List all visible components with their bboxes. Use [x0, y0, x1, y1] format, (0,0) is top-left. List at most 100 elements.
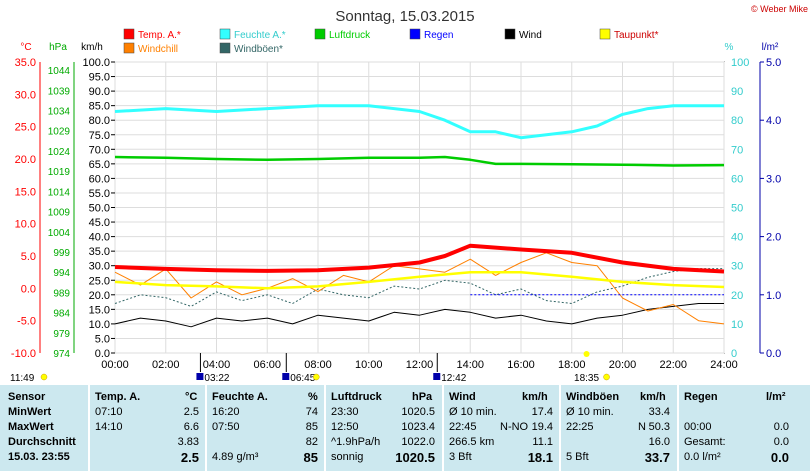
cell-rain-time: 00:00: [684, 421, 712, 433]
x-tick-label: 22:00: [659, 359, 687, 371]
wind-tick-label: 5.0: [95, 333, 110, 345]
legend-label: Regen: [424, 30, 453, 41]
cell-rain-time: Gesamt:: [684, 436, 726, 448]
wind-tick-label: 95.0: [89, 72, 110, 84]
x-tick-label: 04:00: [203, 359, 231, 371]
legend-swatch: [219, 42, 231, 54]
x-tick-label: 06:00: [253, 359, 281, 371]
moon-time-label: 12:42: [441, 373, 466, 384]
header-humidity-unit: %: [308, 391, 318, 403]
cell-press-time: 23:30: [331, 406, 359, 418]
cell-gust-time: Ø 10 min.: [566, 406, 614, 418]
moon-time-label: 06:45: [290, 373, 315, 384]
legend-label: Luftdruck: [329, 30, 371, 41]
wind-axis-unit: km/h: [81, 42, 103, 53]
cell-press-val: 1022.0: [401, 436, 435, 448]
column-separator: [677, 385, 679, 471]
humidity-tick-label: 0: [731, 348, 737, 360]
rain-tick-label: 1.0: [766, 290, 781, 302]
series-line-luftdruck: [114, 155, 725, 167]
humidity-tick-label: 100: [731, 57, 749, 69]
table-row-avg: Durchschnitt 3.83 82 ^1.9hPa/h 1022.0 266.5 k…: [0, 435, 810, 450]
legend-swatch: [123, 28, 135, 40]
x-tick-label: 00:00: [101, 359, 129, 371]
cell-temp-time: 14:10: [95, 421, 123, 433]
copyright-text: © Weber Mike: [751, 4, 808, 14]
column-separator: [205, 385, 207, 471]
header-humidity: Feuchte A.: [212, 391, 268, 403]
x-tick-label: 14:00: [456, 359, 484, 371]
cell-press-val: 1020.5: [401, 406, 435, 418]
sun-marker: [583, 351, 590, 357]
moon-icon: [282, 373, 290, 380]
moon-icon: [433, 373, 441, 380]
legend-swatch: [599, 28, 611, 40]
wind-tick-label: 10.0: [89, 319, 110, 331]
temp-tick-label: 30.0: [15, 89, 36, 101]
wind-tick-label: 80.0: [89, 115, 110, 127]
cell-wind-time: 266.5 km: [449, 436, 495, 448]
x-tick-label: 20:00: [609, 359, 637, 371]
cell-press-val: 1023.4: [401, 421, 435, 433]
moon-time-label: 03:22: [204, 373, 229, 384]
sunrise-label: 11:49: [10, 373, 35, 384]
weather-chart: Sonntag, 15.03.2015 © Weber Mike Temp. A…: [10, 4, 808, 384]
moon-icon: [196, 373, 204, 380]
temp-axis-unit: °C: [20, 42, 31, 53]
x-tick-label: 24:00: [710, 359, 738, 371]
pressure-tick-label: 1014: [48, 187, 71, 198]
cell-wind-time: Ø 10 min.: [449, 406, 497, 418]
header-temp-unit: °C: [185, 391, 198, 403]
legend-swatch: [219, 28, 231, 40]
stats-table: Sensor Temp. A. °C Feuchte A. % Luftdruc…: [0, 385, 810, 471]
table-row-max: MaxWert 14:10 6.6 07:50 85 12:50 1023.4 22:45 N-…: [0, 420, 810, 435]
legend-swatch: [409, 28, 421, 40]
temp-tick-label: 5.0: [21, 251, 36, 263]
wind-tick-label: 25.0: [89, 275, 110, 287]
pressure-tick-label: 989: [53, 288, 70, 299]
temp-tick-label: 10.0: [15, 219, 36, 231]
cell-rain-time: 0.0 l/m²: [684, 451, 721, 463]
legend-swatch: [123, 42, 135, 54]
axes: 35.0 30.0 25.0 20.0 15.0 10.0 5.0 0.0 -5.0 -10.0 1…: [11, 57, 781, 360]
pressure-tick-label: 979: [53, 329, 70, 340]
legend-label: Taupunkt*: [614, 30, 659, 41]
cell-wind-val: 19.4: [531, 421, 553, 433]
wind-tick-label: 70.0: [89, 144, 110, 156]
humidity-tick-label: 40: [731, 232, 743, 244]
pressure-tick-label: 1004: [48, 228, 71, 239]
legend-label: Temp. A.*: [138, 30, 181, 41]
cell-temp-val: 6.6: [183, 421, 199, 433]
cell-gust-val: 50.3: [648, 421, 670, 433]
cell-gust-time: 22:25: [566, 421, 594, 433]
humidity-tick-label: 60: [731, 173, 743, 185]
legend-label: Wind: [519, 30, 542, 41]
cell-press-val: 1020.5: [395, 450, 435, 465]
cell-gust-time: 5 Bft: [566, 451, 589, 463]
rain-tick-label: 4.0: [766, 115, 781, 127]
wind-tick-label: 45.0: [89, 217, 110, 229]
temp-tick-label: 25.0: [15, 122, 36, 134]
x-tick-label: 10:00: [355, 359, 383, 371]
cell-press-time: 12:50: [331, 421, 359, 433]
pressure-tick-label: 1039: [48, 86, 71, 97]
cell-wind-time: 3 Bft: [449, 451, 472, 463]
header-wind: Wind: [449, 391, 476, 403]
table-header-row: Sensor Temp. A. °C Feuchte A. % Luftdruc…: [0, 390, 810, 405]
cell-wind-val: 17.4: [531, 406, 553, 418]
cell-hum-val: 85: [305, 421, 318, 433]
cell-press-time: ^1.9hPa/h: [331, 436, 381, 448]
humidity-tick-label: 90: [731, 86, 743, 98]
humidity-tick-label: 70: [731, 144, 743, 156]
pressure-tick-label: 1009: [48, 208, 71, 219]
humidity-tick-label: 20: [731, 290, 743, 302]
legend-swatch: [314, 28, 326, 40]
temp-tick-label: 35.0: [15, 57, 36, 69]
cell-rain-val: 0.0: [770, 450, 789, 465]
x-tick-label: 02:00: [152, 359, 180, 371]
cell-label: MinWert: [8, 406, 52, 418]
wind-tick-label: 90.0: [89, 86, 110, 98]
wind-tick-label: 30.0: [89, 261, 110, 273]
header-wind-unit: km/h: [522, 391, 548, 403]
cell-temp-val: 2.5: [180, 450, 199, 465]
